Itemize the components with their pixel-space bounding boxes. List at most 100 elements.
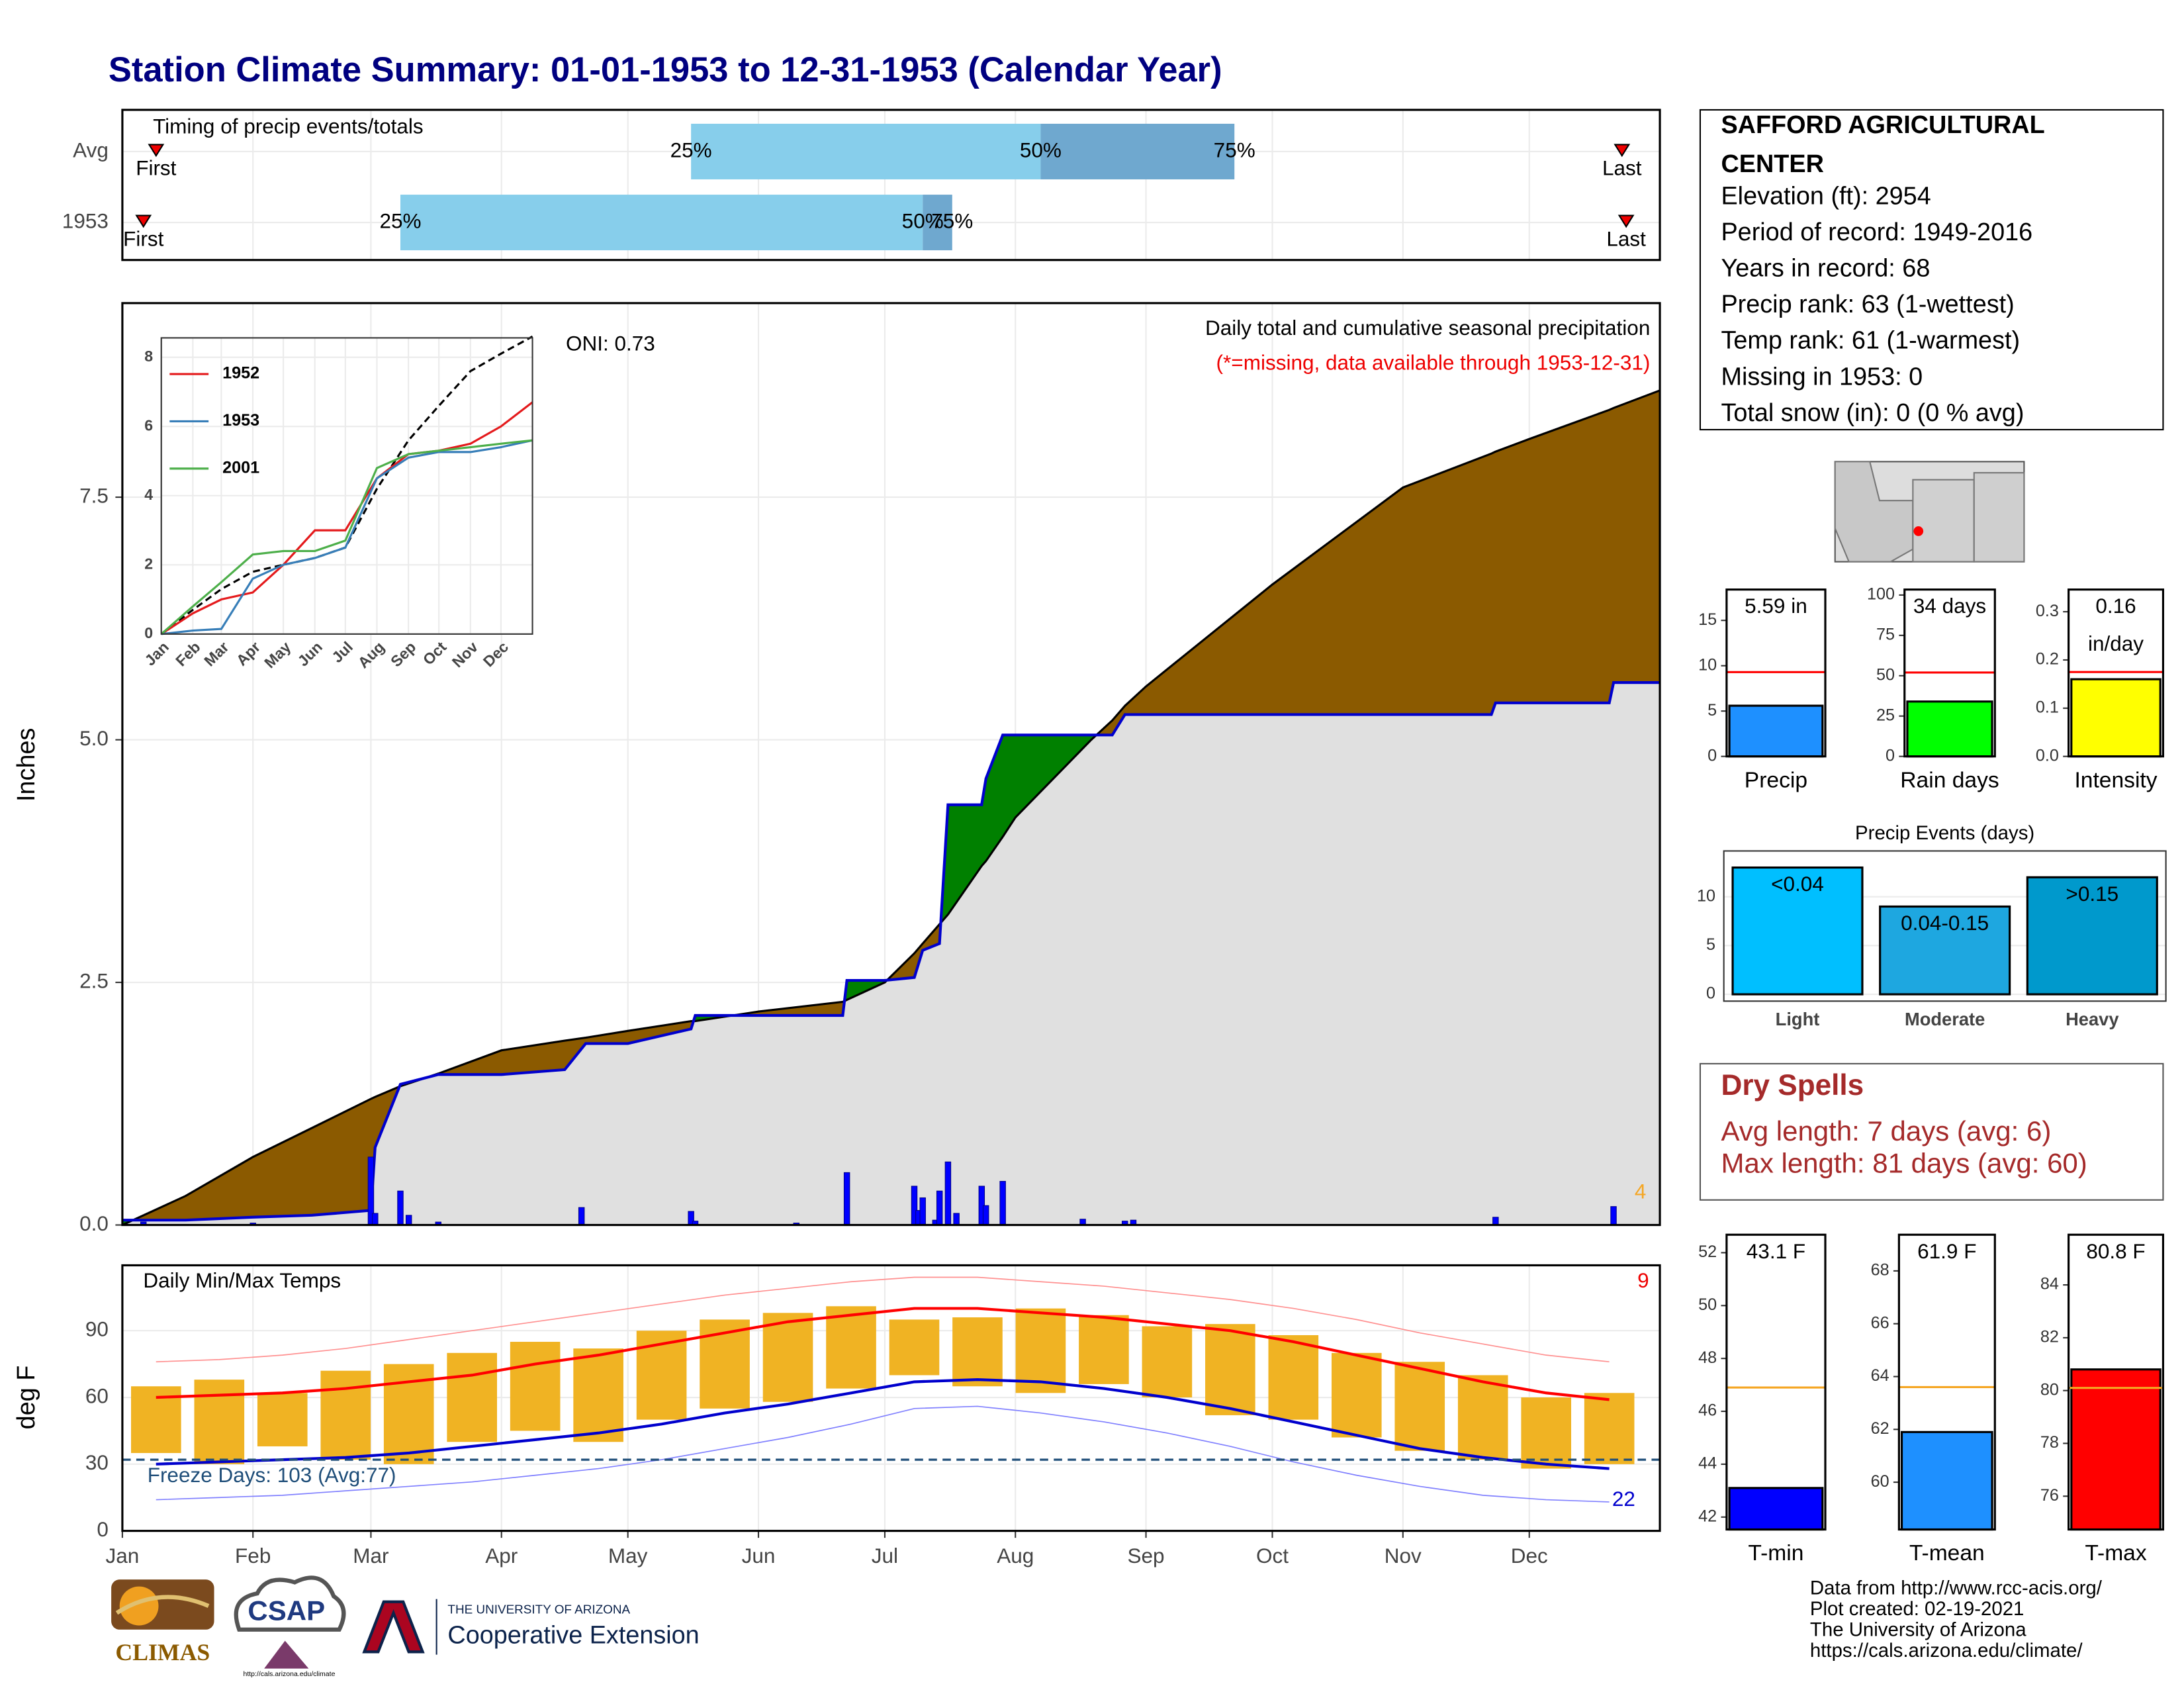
summary-bar <box>1728 704 1824 758</box>
temp-range-bar <box>700 1319 750 1409</box>
y-tick-label: 62 <box>1871 1419 1889 1438</box>
temp-range-bar <box>447 1352 497 1442</box>
bar <box>1731 866 1864 996</box>
event-marker <box>1617 214 1635 228</box>
category-label: T-mean <box>1909 1541 1985 1566</box>
y-tick-label: 76 <box>2040 1486 2059 1505</box>
quartile-label: 75% <box>931 209 973 232</box>
x-tick-label: May <box>608 1544 648 1568</box>
x-tick-label: Jun <box>742 1544 776 1568</box>
dry-spells-line: Avg length: 7 days (avg: 6) <box>1721 1115 2051 1147</box>
y-tick-label: 2 <box>144 555 153 572</box>
y-tick-label: 64 <box>1871 1366 1889 1385</box>
y-tick-label: 8 <box>144 348 153 365</box>
temp-range-bar <box>636 1331 687 1420</box>
temp-line <box>156 1307 1610 1401</box>
timing-subtitle: Timing of precip events/totals <box>153 115 424 138</box>
chart-title: Precip Events (days) <box>1855 822 2034 844</box>
summary-frame <box>1726 1235 1826 1530</box>
dry-spells-title: Dry Spells <box>1721 1069 1864 1102</box>
y-tick-label: 5.0 <box>79 726 109 750</box>
legend-label: 1952 <box>222 364 259 383</box>
temp-range-bar <box>952 1317 1003 1387</box>
average-line <box>122 389 1661 1226</box>
observed-area <box>122 682 1661 1225</box>
summary-border <box>1725 1233 1827 1531</box>
daily-bar <box>372 1213 379 1226</box>
x-tick-label: Oct <box>1256 1544 1289 1568</box>
station-line: Missing in 1953: 0 <box>1721 363 1923 391</box>
csap-url: http://cals.arizona.edu/climate <box>244 1670 336 1678</box>
quartile-label: 50% <box>902 209 944 232</box>
temp-range-bar <box>826 1306 876 1389</box>
info-box <box>1699 109 2164 431</box>
quartile-label: 25% <box>379 209 421 232</box>
category-label: T-min <box>1748 1541 1803 1566</box>
legend-label: 2001 <box>222 459 259 477</box>
dry-spells-box <box>1699 1062 2164 1201</box>
daily-bar <box>982 1205 989 1226</box>
quartile-bar <box>1040 123 1235 179</box>
x-tick-label: Jul <box>872 1544 898 1568</box>
temp-range-bar <box>194 1380 245 1464</box>
event-label: First <box>136 156 176 180</box>
logos: CLIMAS CSAP http://cals.arizona.edu/clim… <box>111 1575 700 1678</box>
x-tick-label: Feb <box>235 1544 271 1568</box>
daily-bar <box>578 1207 585 1226</box>
climas-logo: CLIMAS <box>115 1639 210 1665</box>
daily-bar <box>397 1190 404 1226</box>
station-line: Elevation (ft): 2954 <box>1721 182 1931 210</box>
footer-line: Plot created: 02-19-2021 <box>1810 1598 2025 1620</box>
summary-bar <box>1906 700 1993 758</box>
y-tick-label: 50 <box>1698 1295 1717 1314</box>
y-tick-label: 0.2 <box>2036 650 2059 669</box>
temp-range-bar <box>1079 1315 1129 1384</box>
x-tick-label: Moderate <box>1905 1009 1985 1029</box>
inset-line <box>160 439 533 635</box>
y-tick-label: 80 <box>2040 1380 2059 1399</box>
summary-border <box>1897 1233 1996 1531</box>
value-label: >0.15 <box>2066 882 2118 906</box>
y-tick-label: 0.0 <box>79 1211 109 1235</box>
category-label: T-max <box>2085 1541 2147 1566</box>
plot-border <box>1723 850 2167 1002</box>
event-marker <box>148 144 165 158</box>
y-tick-label: 42 <box>1698 1507 1717 1525</box>
chart-title: Daily Min/Max Temps <box>143 1268 341 1292</box>
temp-range-bar <box>257 1393 308 1446</box>
page-title: Station Climate Summary: 01-01-1953 to 1… <box>109 50 1222 89</box>
category-label: Precip <box>1745 768 1807 792</box>
y-tick-label: 84 <box>2040 1275 2059 1293</box>
chart-title: Daily total and cumulative seasonal prec… <box>1205 316 1650 340</box>
value-label: 34 days <box>1913 594 1986 618</box>
station-name: CENTER <box>1721 150 1823 178</box>
temp-range-bar <box>1015 1308 1066 1393</box>
temp-range-bar <box>510 1342 561 1431</box>
x-tick-label: Aug <box>997 1544 1034 1568</box>
inset-line <box>161 439 533 635</box>
summary-border <box>2068 588 2165 758</box>
value-label: 0.16 <box>2095 594 2136 618</box>
event-label: Last <box>1606 227 1646 251</box>
y-tick-label: 10 <box>1698 655 1717 674</box>
temp-range-bar <box>1521 1397 1572 1469</box>
oni-label: ONI: 0.73 <box>566 331 655 355</box>
station-name: SAFFORD AGRICULTURAL <box>1721 111 2044 139</box>
y-tick-label: 0 <box>1706 984 1715 1003</box>
y-tick-label: 10 <box>1697 886 1715 905</box>
temp-range-bar <box>1394 1362 1445 1451</box>
y-tick-label: 0.3 <box>2036 602 2059 620</box>
y-tick-label: 52 <box>1698 1243 1717 1261</box>
station-line: Total snow (in): 0 (0 % avg) <box>1721 399 2024 427</box>
row-label: Avg <box>73 138 109 162</box>
temp-line <box>156 1405 1610 1503</box>
station-line: Period of record: 1949-2016 <box>1721 218 2032 246</box>
x-tick-label: Dec <box>1511 1544 1548 1568</box>
quartile-label: 50% <box>1020 138 1062 162</box>
y-tick-label: 66 <box>1871 1313 1889 1332</box>
y-tick-label: 48 <box>1698 1348 1717 1367</box>
y-tick-label: 0 <box>97 1517 109 1541</box>
station-line: Precip rank: 63 (1-wettest) <box>1721 291 2014 318</box>
y-tick-label: 60 <box>85 1383 109 1407</box>
